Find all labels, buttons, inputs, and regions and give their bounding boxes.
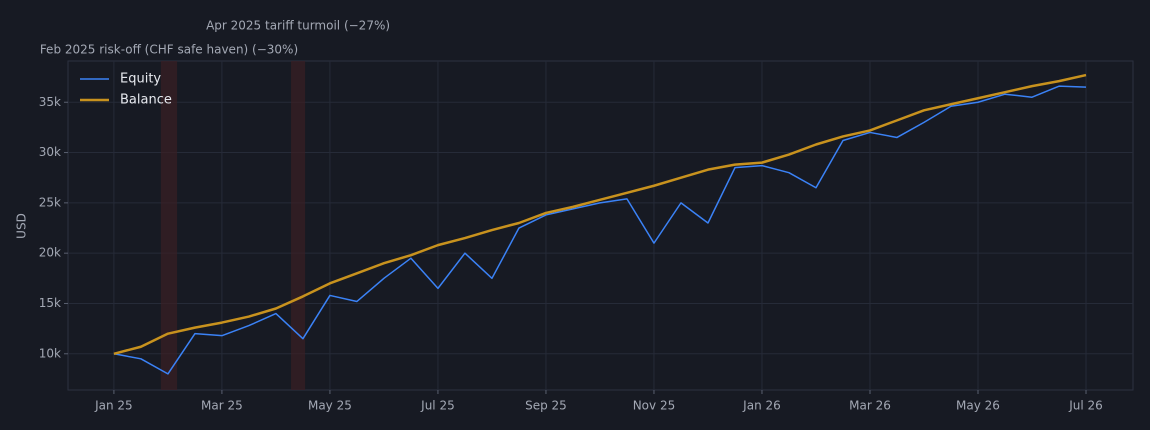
series-line [113, 73, 1087, 355]
shaded-region [291, 61, 306, 390]
x-tick-label: Mar 25 [201, 399, 243, 413]
y-tick-label: 10k [39, 346, 61, 360]
x-tick-label: Jul 25 [420, 399, 455, 413]
legend-label: Equity [120, 72, 161, 87]
legend-label: Balance [120, 93, 172, 108]
region-label: Feb 2025 risk-off (CHF safe haven) (−30%… [40, 43, 298, 57]
legend: Equity Balance [80, 72, 172, 108]
y-tick-label: 35k [39, 95, 61, 109]
y-tick-label: 15k [39, 296, 61, 310]
x-tick-label: Sep 25 [525, 399, 567, 413]
y-axis-label: USD [15, 213, 29, 239]
y-tick-label: 25k [39, 195, 61, 209]
series-line [113, 85, 1087, 375]
x-tick-label: Jul 26 [1068, 399, 1103, 413]
region-label: Apr 2025 tariff turmoil (−27%) [206, 19, 390, 33]
x-tick-label: Mar 26 [849, 399, 891, 413]
x-tick-label: Jan 26 [742, 399, 781, 413]
y-tick-label: 20k [39, 246, 61, 260]
shaded-region [160, 61, 178, 390]
x-tick-label: Nov 25 [633, 399, 676, 413]
x-tick-label: Jan 25 [94, 399, 133, 413]
y-tick-label: 30k [39, 145, 61, 159]
x-tick-label: May 25 [308, 399, 352, 413]
plot-frame [67, 60, 1134, 391]
x-tick-label: May 26 [956, 399, 1000, 413]
